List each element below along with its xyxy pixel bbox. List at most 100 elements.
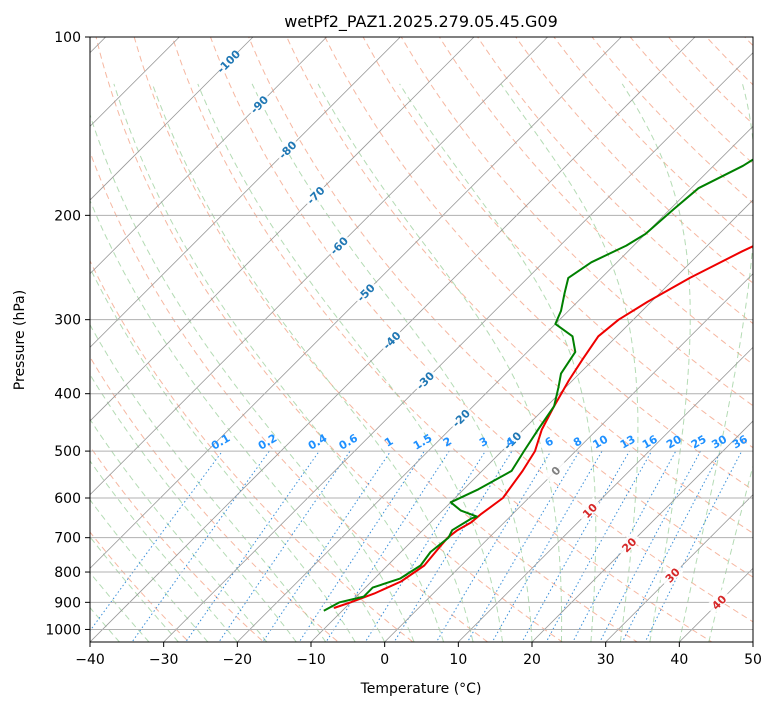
- y-tick-label: 300: [54, 313, 81, 329]
- y-tick-label: 400: [54, 387, 81, 403]
- x-tick-label: −40: [75, 652, 105, 668]
- isotherm-label-bg: [378, 326, 404, 353]
- isotherm-label-bg: [352, 279, 378, 305]
- y-axis-label: Pressure (hPa): [12, 290, 28, 390]
- dry-adiabat: [133, 37, 638, 642]
- dry-adiabat: [438, 37, 753, 366]
- mixing-ratio-line: [325, 450, 450, 642]
- isotherm-label-bg: [411, 367, 438, 393]
- isotherm: [458, 346, 753, 642]
- x-tick-label: 0: [380, 652, 389, 668]
- mixing-ratio-line: [131, 450, 270, 642]
- dry-adiabat: [90, 259, 414, 642]
- moist-adiabat: [621, 83, 691, 642]
- y-tick-label: 800: [54, 565, 81, 581]
- isotherm-label-bg: [658, 561, 685, 588]
- isotherm-label-bg: [302, 181, 328, 208]
- moist-adiabat: [197, 83, 503, 642]
- mixing-ratio-line: [491, 450, 603, 642]
- x-tick-label: −30: [149, 652, 179, 668]
- chart-title: wetPf2_PAZ1.2025.279.05.45.G09: [284, 12, 558, 32]
- y-tick-label: 200: [54, 208, 81, 224]
- moist-adiabat: [90, 113, 415, 642]
- isotherm-label-bg: [245, 91, 272, 117]
- x-tick-label: 10: [449, 652, 467, 668]
- x-tick-label: 30: [597, 652, 615, 668]
- moist-adiabat: [90, 536, 179, 642]
- moist-adiabat: [90, 373, 297, 642]
- y-tick-label: 500: [54, 444, 81, 460]
- mixing-ratio-line: [218, 450, 351, 642]
- moist-adiabat: [113, 83, 445, 642]
- moist-adiabat: [317, 83, 563, 642]
- isotherm-label-bg: [576, 497, 602, 523]
- dry-adiabat: [90, 150, 489, 642]
- moist-adiabat: [678, 83, 753, 642]
- mixing-ratio-line: [545, 450, 653, 642]
- mixing-ratio-line: [435, 450, 552, 642]
- moist-adiabat: [151, 83, 474, 642]
- y-tick-label: 600: [54, 491, 81, 507]
- dry-adiabat: [286, 37, 753, 534]
- isotherm: [163, 52, 753, 642]
- data-layer: [323, 158, 753, 612]
- isotherm: [90, 37, 622, 569]
- dry-adiabat: [171, 37, 713, 642]
- moist-adiabat: [90, 199, 386, 642]
- isotherm: [90, 37, 548, 496]
- isotherm-label-bg: [325, 232, 352, 258]
- moist-adiabat: [90, 498, 209, 642]
- dry-adiabat: [667, 37, 753, 125]
- dry-adiabat: [629, 37, 753, 165]
- series-dewpoint-line: [323, 158, 753, 612]
- isotherm-label-bg: [215, 48, 241, 74]
- mixing-ratio-line: [262, 450, 392, 642]
- isotherm-label-bg: [447, 404, 474, 431]
- mixing-ratio-line: [185, 450, 320, 642]
- moist-adiabat: [500, 83, 639, 642]
- dry-adiabat: [477, 37, 753, 325]
- x-tick-label: −20: [223, 652, 253, 668]
- x-tick-label: −10: [296, 652, 326, 668]
- moist-adiabat: [90, 323, 327, 642]
- y-tick-label: 100: [54, 30, 81, 46]
- moist-adiabat: [90, 460, 238, 642]
- y-tick-label: 1000: [45, 622, 81, 638]
- isotherm: [237, 125, 753, 642]
- grid-layer: [90, 37, 753, 642]
- isotherm: [90, 37, 401, 348]
- y-tick-label: 900: [54, 595, 81, 611]
- dry-adiabat: [95, 37, 564, 642]
- x-axis-label: Temperature (°C): [360, 681, 482, 697]
- isotherm: [384, 273, 753, 642]
- isotherm-label-bg: [274, 136, 300, 162]
- moist-adiabat: [251, 83, 533, 642]
- isotherm: [90, 37, 475, 422]
- mixing-ratio-line: [644, 450, 743, 642]
- isotherm: [90, 37, 254, 201]
- isotherm: [90, 37, 327, 275]
- dry-adiabat: [90, 445, 265, 642]
- moist-adiabat: [90, 418, 268, 642]
- moist-adiabat: [90, 571, 150, 642]
- y-tick-label: 700: [54, 531, 81, 547]
- plot-frame: [89, 36, 754, 643]
- isotherm-label-group: 0: [542, 457, 568, 483]
- mixing-ratio-line: [298, 450, 425, 642]
- isotherm-label-bg: [542, 457, 568, 483]
- dry-adiabat: [248, 37, 753, 578]
- isotherm-label-bg: [705, 588, 732, 615]
- mixing-ratio-line: [466, 450, 580, 642]
- x-tick-label: 20: [523, 652, 541, 668]
- isotherm-label-bg: [615, 531, 642, 557]
- x-tick-label: 50: [744, 652, 762, 668]
- x-tick-label: 40: [670, 652, 688, 668]
- isotherm: [605, 494, 753, 642]
- isotherm-label-bg: [498, 427, 525, 453]
- moist-adiabat: [399, 83, 597, 642]
- dry-adiabat: [324, 37, 753, 491]
- isotherm: [310, 199, 753, 642]
